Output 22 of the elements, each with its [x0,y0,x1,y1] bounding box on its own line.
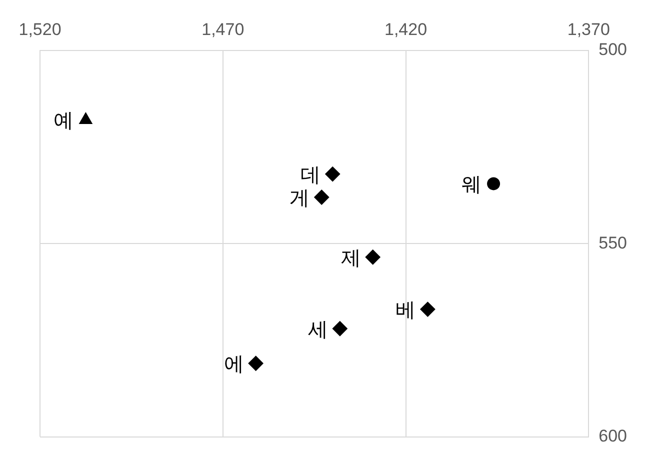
y-tick-label: 500 [598,40,628,60]
series-label: 게 [290,185,310,210]
x-tick-label: 1,370 [567,20,610,39]
x-tick-label: 1,520 [18,20,62,39]
point [325,166,340,182]
point [420,302,436,317]
series-label: 세 [308,316,328,341]
point [487,177,500,190]
series-label: 예 [54,108,74,132]
series-label: 베 [396,297,416,322]
point [365,250,380,265]
point [248,356,264,371]
x-tick-label: 1,470 [202,20,244,39]
point [332,321,348,336]
series-label: 제 [340,245,361,270]
x-tick-label: 1,420 [384,20,428,39]
y-tick-label: 550 [598,233,628,252]
series-label: 에 [224,352,244,376]
point [314,190,330,205]
y-tick-label: 600 [598,426,628,446]
series-label: 데 [300,162,321,186]
series-label: 웨 [462,172,482,196]
